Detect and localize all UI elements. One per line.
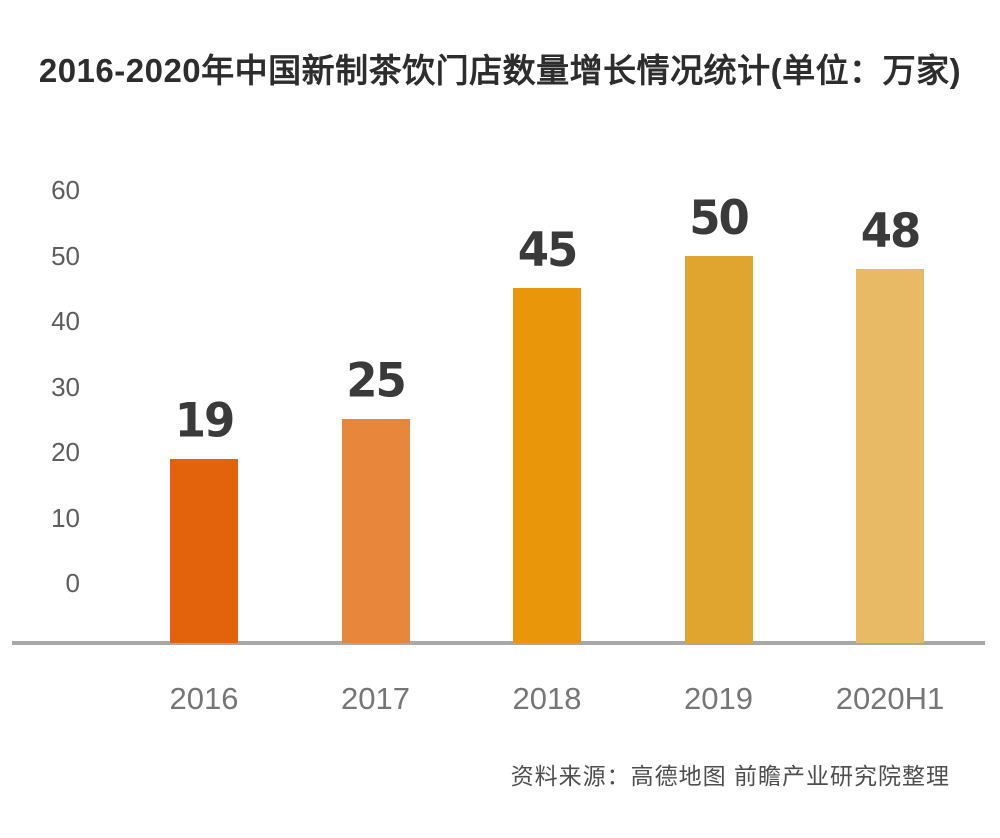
bar-group-2018: 45	[467, 0, 627, 643]
y-tick-label: 20	[51, 437, 80, 467]
bar	[513, 288, 581, 643]
x-tick-label: 2019	[684, 681, 753, 716]
y-tick-label: 50	[51, 240, 80, 271]
chart-title: 2016-2020年中国新制茶饮门店数量增长情况统计(单位：万家)	[38, 52, 962, 89]
source-note: 资料来源：高德地图 前瞻产业研究院整理	[510, 763, 950, 789]
bar-group-2020H1: 48	[810, 0, 970, 643]
bar-value-label: 19	[174, 392, 236, 448]
bar-group-2016: 19	[124, 0, 284, 643]
bar-value-label: 25	[346, 352, 407, 409]
y-tick-label: 60	[51, 175, 80, 205]
y-tick-label: 30	[51, 371, 80, 402]
y-tick-label: 40	[51, 306, 80, 336]
y-tick-label: 10	[51, 502, 80, 533]
x-axis-baseline	[12, 641, 985, 645]
bar	[170, 458, 238, 643]
x-tick-label: 2017	[341, 681, 410, 716]
x-tick-label: 2016	[169, 681, 239, 716]
bar-value-label: 48	[860, 202, 922, 258]
bar	[684, 255, 753, 643]
bar-group-2019: 50	[639, 0, 799, 643]
y-tick-label: 0	[65, 568, 80, 598]
bar	[341, 419, 410, 643]
bar-group-2017: 25	[296, 0, 456, 643]
x-tick-label: 2018	[512, 681, 582, 716]
bar-value-label: 50	[689, 189, 750, 245]
bar-value-label: 45	[517, 221, 579, 278]
x-tick-label: 2020H1	[835, 681, 945, 716]
bar	[856, 268, 924, 643]
